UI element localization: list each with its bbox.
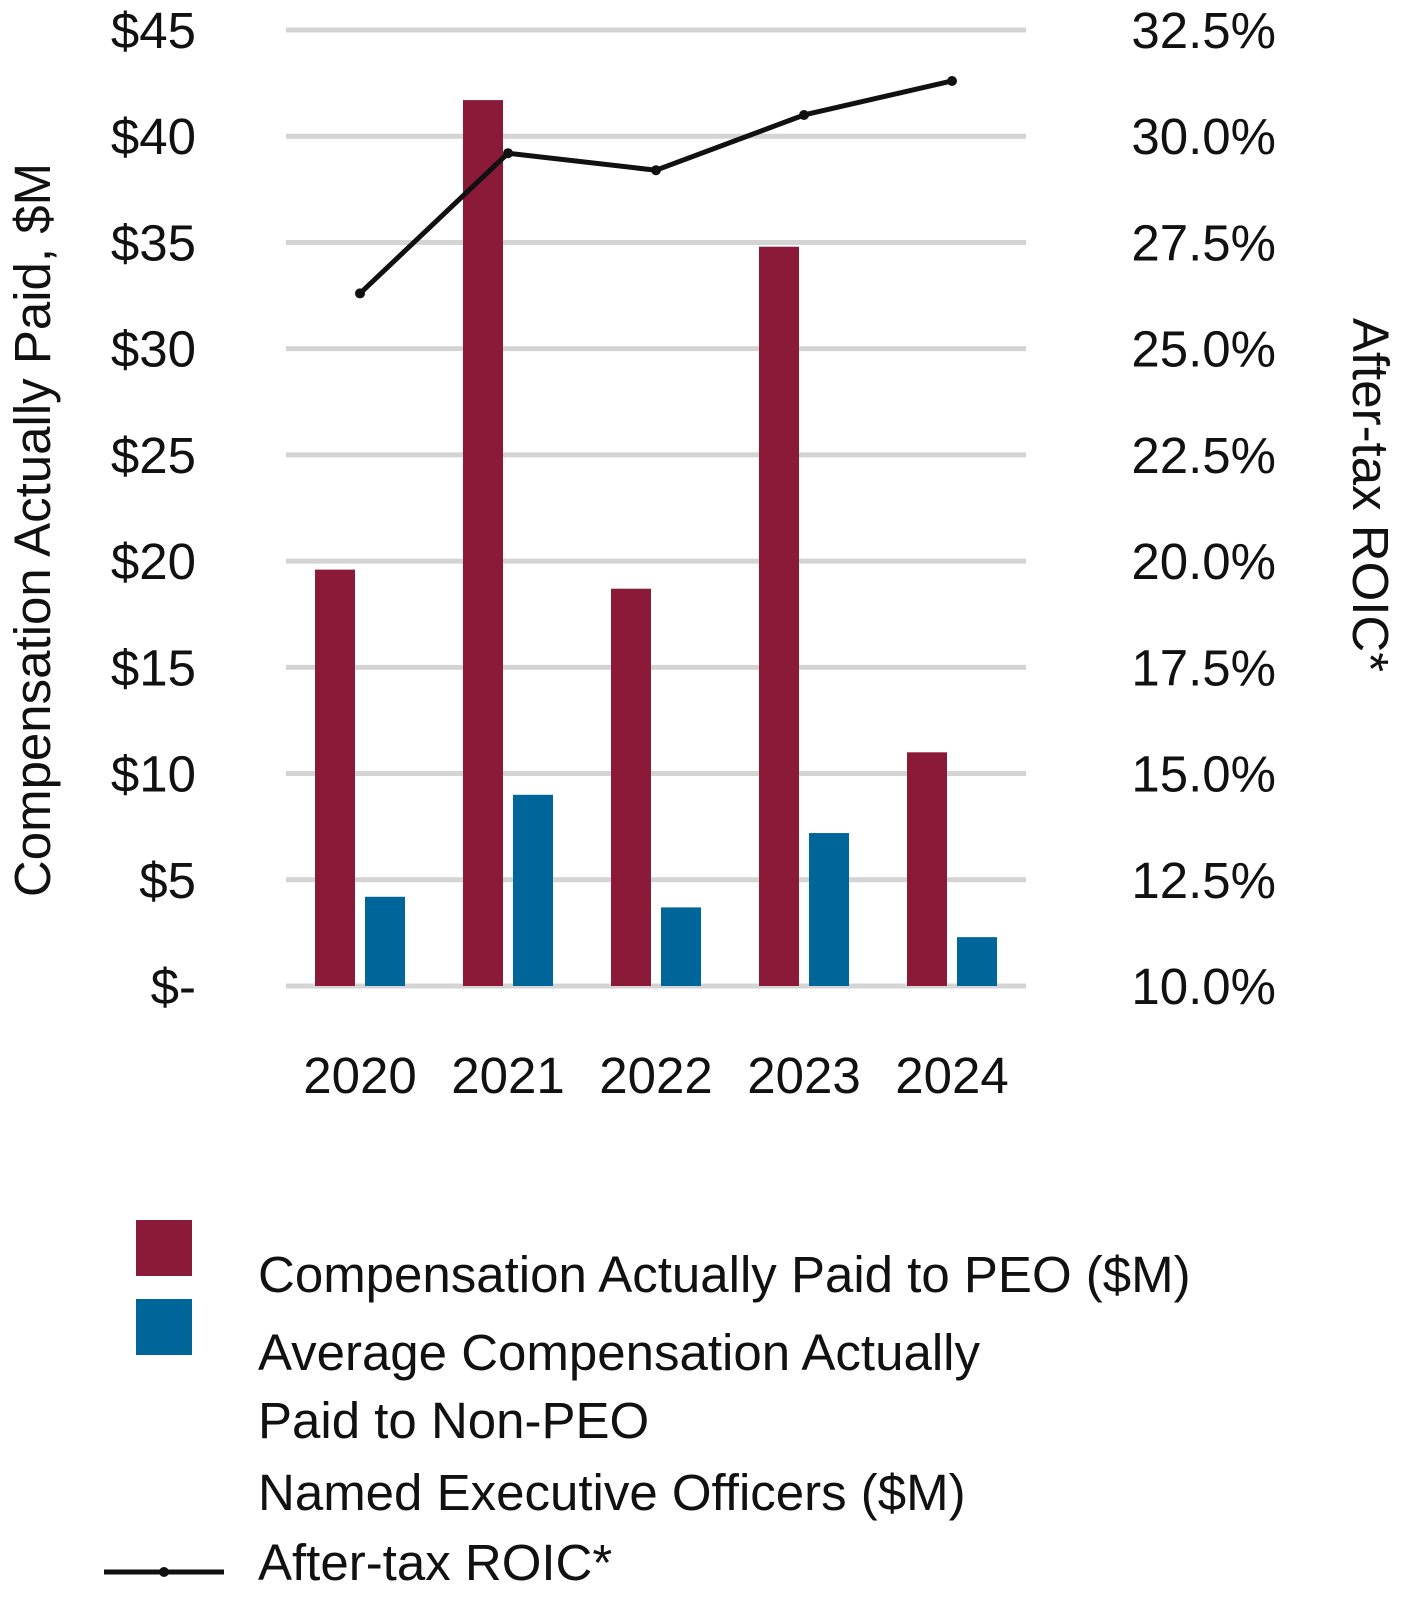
right-tick-label: 12.5% — [1131, 852, 1276, 909]
x-tick-label: 2024 — [895, 1047, 1008, 1104]
legend-swatch-peo — [136, 1220, 192, 1276]
neo-bar — [957, 937, 997, 986]
roic-point — [651, 165, 661, 176]
bar-series — [315, 100, 997, 986]
left-axis-title: Compensation Actually Paid, $M — [4, 163, 61, 897]
left-tick-label: $35 — [111, 214, 196, 271]
peo-bar — [463, 100, 503, 986]
x-axis-ticks: 2020 2021 2022 2023 2024 — [303, 1047, 1008, 1104]
left-tick-label: $15 — [111, 639, 196, 696]
legend-swatch-neo — [136, 1299, 192, 1355]
gridlines — [286, 27, 1026, 989]
left-axis-ticks: $- $5 $10 $15 $20 $25 $30 $35 $40 $45 — [111, 2, 196, 1015]
peo-bar — [611, 588, 651, 986]
right-tick-label: 22.5% — [1131, 427, 1276, 484]
roic-line-series — [355, 75, 957, 299]
peo-bar — [315, 569, 355, 986]
left-tick-label: $10 — [111, 746, 196, 803]
neo-bar — [365, 896, 405, 986]
roic-point — [799, 109, 809, 120]
left-tick-label: $30 — [111, 321, 196, 378]
right-tick-label: 17.5% — [1131, 639, 1276, 696]
x-tick-label: 2021 — [451, 1047, 564, 1104]
roic-point — [503, 148, 513, 159]
x-tick-label: 2020 — [303, 1047, 416, 1104]
right-tick-label: 10.0% — [1131, 958, 1276, 1015]
right-tick-label: 30.0% — [1131, 108, 1276, 165]
left-tick-label: $25 — [111, 427, 196, 484]
left-tick-label: $45 — [111, 2, 196, 59]
right-tick-label: 25.0% — [1131, 321, 1276, 378]
peo-bar — [759, 246, 799, 986]
neo-bar — [661, 907, 701, 986]
neo-bar — [513, 794, 553, 986]
right-tick-label: 20.0% — [1131, 533, 1276, 590]
right-tick-label: 27.5% — [1131, 214, 1276, 271]
x-tick-label: 2023 — [747, 1047, 860, 1104]
right-axis-ticks: 10.0% 12.5% 15.0% 17.5% 20.0% 22.5% 25.0% 27.5%… — [1131, 2, 1276, 1015]
left-tick-label: $5 — [139, 852, 196, 909]
peo-bar — [907, 752, 947, 986]
right-tick-label: 32.5% — [1131, 2, 1276, 59]
right-axis-title: After-tax ROIC* — [1342, 318, 1399, 672]
right-tick-label: 15.0% — [1131, 746, 1276, 803]
roic-point — [355, 288, 365, 299]
neo-bar — [809, 833, 849, 986]
legend-point-roic — [159, 1567, 169, 1577]
left-tick-label: $40 — [111, 108, 196, 165]
x-tick-label: 2022 — [599, 1047, 712, 1104]
roic-point — [947, 75, 957, 86]
roic-line — [358, 78, 953, 296]
left-tick-label: $20 — [111, 533, 196, 590]
left-tick-label: $- — [151, 958, 196, 1015]
legend-markers — [104, 1220, 224, 1577]
